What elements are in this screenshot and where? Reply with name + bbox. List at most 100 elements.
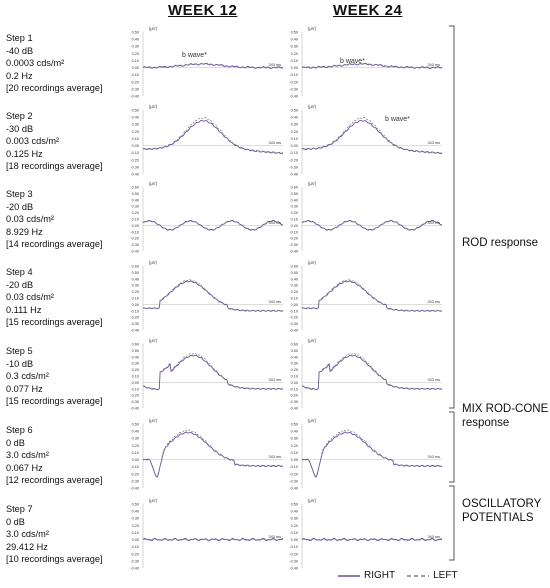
erg-panel-step4-week24	[301, 266, 443, 330]
erg-panel-step7-week24	[301, 504, 443, 568]
group-label-mix: MIX ROD-CONE response	[462, 403, 549, 429]
time-label: 343 ms	[269, 221, 282, 225]
y-tick: -0.10	[130, 545, 139, 549]
y-tick: -0.20	[130, 394, 139, 398]
y-tick: 0.20	[132, 130, 139, 134]
y-tick: 0.00	[132, 144, 139, 148]
time-label: 343 ms	[269, 535, 282, 539]
y-tick: 0.50	[291, 109, 298, 113]
trace-left	[301, 352, 443, 390]
trace-left	[142, 117, 284, 154]
y-tick: 0.50	[291, 349, 298, 353]
y-tick: -0.30	[130, 479, 139, 483]
y-tick: -0.10	[130, 151, 139, 155]
unit-label: (µV)	[308, 498, 317, 503]
erg-panel-step1-week24	[301, 32, 443, 96]
y-tick: 0.10	[132, 375, 139, 379]
y-tick: 0.60	[291, 265, 298, 269]
y-tick: 0.30	[291, 362, 298, 366]
y-tick: 0.00	[291, 538, 298, 542]
y-tick: 0.30	[132, 517, 139, 521]
y-tick: 0.20	[291, 444, 298, 448]
header-week-12: WEEK 12	[168, 2, 238, 19]
y-tick: 0.00	[132, 303, 139, 307]
y-tick: 0.40	[132, 430, 139, 434]
unit-label: (µV)	[308, 418, 317, 423]
y-tick: 0.60	[291, 186, 298, 190]
time-label: 343 ms	[428, 221, 441, 225]
y-tick: 0.50	[132, 192, 139, 196]
y-tick: -0.30	[289, 400, 298, 404]
y-tick: 0.50	[291, 503, 298, 507]
unit-label: (µV)	[149, 260, 158, 265]
time-label: 343 ms	[269, 378, 282, 382]
trace-right	[301, 431, 443, 478]
y-tick: 0.40	[291, 277, 298, 281]
y-tick: -0.40	[130, 487, 139, 491]
y-tick: 0.00	[132, 538, 139, 542]
erg-panel-step4-week12	[142, 266, 284, 330]
y-tick: -0.40	[289, 567, 298, 571]
y-tick: -0.20	[130, 316, 139, 320]
step-1-label: Step 1 -40 dB 0.0003 cds/m² 0.2 Hz [20 recor…	[6, 33, 103, 94]
y-tick: 0.10	[132, 451, 139, 455]
b-wave-label-step1-week12: b wave*	[182, 52, 207, 59]
time-label: 343 ms	[428, 300, 441, 304]
y-tick: 0.00	[132, 66, 139, 70]
y-tick: 0.00	[291, 66, 298, 70]
y-tick: -0.30	[130, 559, 139, 563]
y-tick: 0.40	[291, 38, 298, 42]
group-label-rod: ROD response	[462, 237, 539, 249]
trace-right	[142, 280, 284, 312]
step-3-label: Step 3 -20 dB 0.03 cds/m² 8.929 Hz [14 recor…	[6, 189, 103, 250]
unit-label: (µV)	[149, 104, 158, 109]
time-label: 343 ms	[428, 455, 441, 459]
y-tick: 0.50	[132, 423, 139, 427]
y-tick: -0.40	[289, 173, 298, 177]
b-wave-label-step2-week24: b wave*	[385, 116, 410, 123]
time-label: 343 ms	[269, 141, 282, 145]
y-tick: 0.30	[291, 284, 298, 288]
trace-left	[301, 220, 443, 231]
y-tick: -0.40	[130, 329, 139, 333]
y-tick: -0.20	[289, 472, 298, 476]
y-tick: 0.30	[291, 437, 298, 441]
time-label: 343 ms	[269, 455, 282, 459]
erg-panel-step7-week12	[142, 504, 284, 568]
y-tick: -0.30	[130, 165, 139, 169]
y-tick: -0.40	[130, 567, 139, 571]
y-tick: 0.30	[291, 123, 298, 127]
erg-panel-step2-week12	[142, 110, 284, 174]
y-tick: -0.10	[130, 230, 139, 234]
time-label: 343 ms	[428, 378, 441, 382]
y-tick: 0.40	[132, 38, 139, 42]
y-tick: -0.20	[130, 158, 139, 162]
erg-panel-step1-week12	[142, 32, 284, 96]
y-tick: -0.40	[289, 95, 298, 99]
y-tick: 0.30	[132, 437, 139, 441]
y-tick: 0.20	[132, 524, 139, 528]
y-tick: 0.10	[132, 297, 139, 301]
trace-right	[142, 354, 284, 391]
y-tick: -0.10	[289, 230, 298, 234]
erg-panel-step6-week24	[301, 424, 443, 488]
y-tick: -0.20	[289, 552, 298, 556]
y-tick: 0.20	[291, 368, 298, 372]
step-4-label: Step 4 -20 dB 0.03 cds/m² 0.111 Hz [15 recor…	[6, 267, 103, 328]
y-tick: 0.00	[291, 224, 298, 228]
y-tick: -0.30	[130, 243, 139, 247]
y-tick: 0.10	[291, 297, 298, 301]
y-tick: -0.40	[130, 95, 139, 99]
y-tick: 0.10	[291, 137, 298, 141]
unit-label: (µV)	[149, 338, 158, 343]
y-tick: 0.00	[291, 303, 298, 307]
y-tick: 0.20	[132, 52, 139, 56]
legend: RIGHT LEFT	[338, 570, 466, 581]
bracket-op	[449, 485, 455, 561]
y-tick: 0.50	[132, 503, 139, 507]
y-tick: 0.60	[132, 265, 139, 269]
y-tick: -0.10	[130, 309, 139, 313]
unit-label: (µV)	[149, 418, 158, 423]
